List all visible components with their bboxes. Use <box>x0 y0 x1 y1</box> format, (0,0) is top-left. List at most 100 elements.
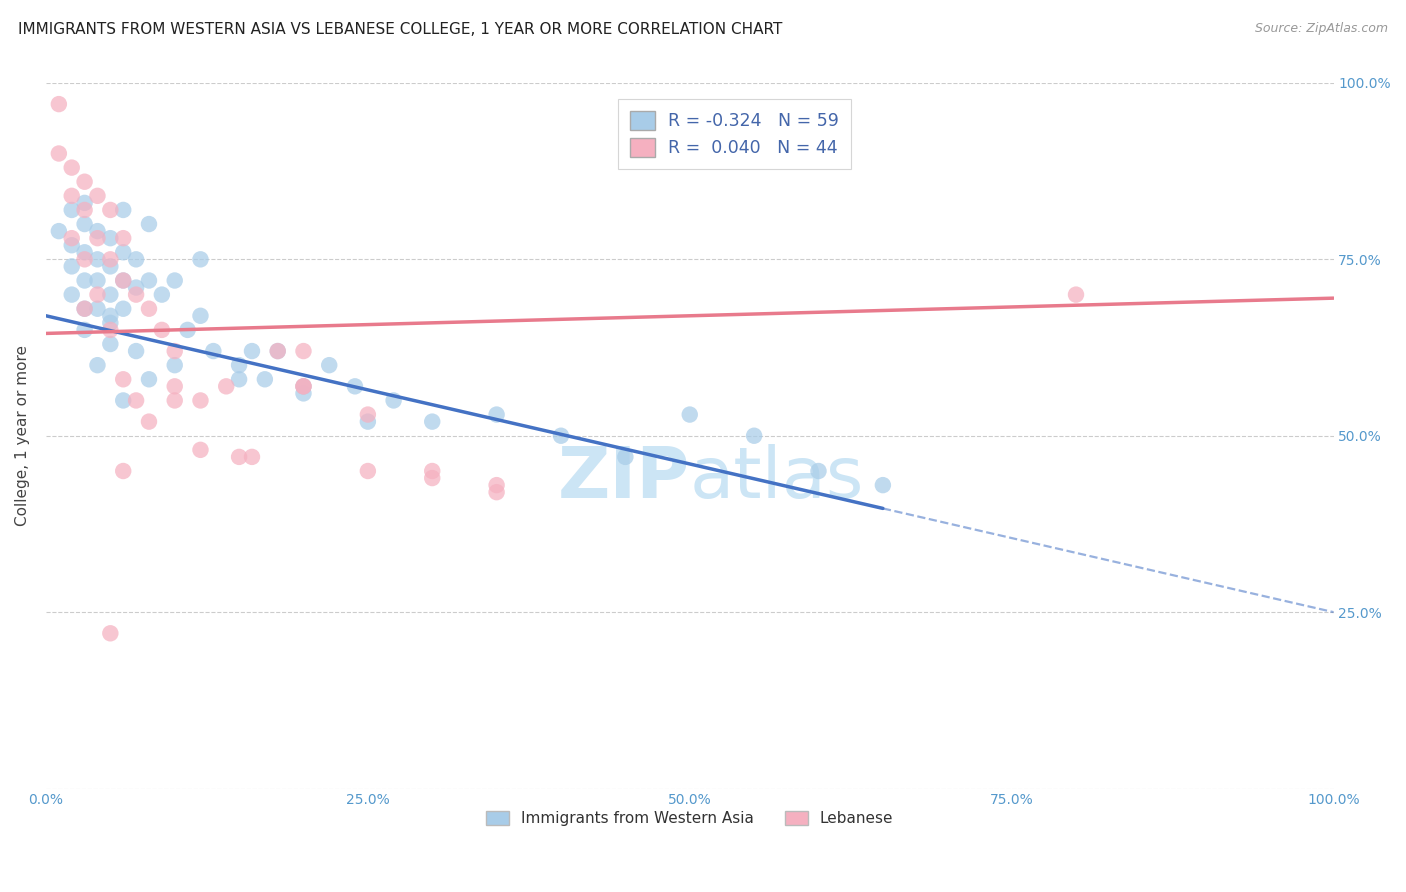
Point <box>98 626 121 640</box>
Point <box>343 379 366 393</box>
Point <box>382 393 405 408</box>
Point <box>150 287 173 301</box>
Point <box>112 464 135 478</box>
Point <box>163 358 186 372</box>
Point <box>420 464 443 478</box>
Point <box>228 372 250 386</box>
Point <box>872 478 894 492</box>
Point <box>86 231 108 245</box>
Point <box>73 217 96 231</box>
Legend: Immigrants from Western Asia, Lebanese: Immigrants from Western Asia, Lebanese <box>478 803 901 834</box>
Point <box>98 287 121 301</box>
Point <box>163 379 186 393</box>
Point <box>73 245 96 260</box>
Point <box>98 202 121 217</box>
Point <box>190 252 212 267</box>
Point <box>267 344 290 359</box>
Point <box>60 231 83 245</box>
Point <box>138 301 160 316</box>
Point <box>807 464 830 478</box>
Point <box>485 485 508 500</box>
Point <box>215 379 238 393</box>
Point <box>48 146 70 161</box>
Point <box>73 301 96 316</box>
Point <box>318 358 340 372</box>
Point <box>163 344 186 359</box>
Point <box>1064 287 1087 301</box>
Point <box>190 442 212 457</box>
Point <box>60 238 83 252</box>
Point <box>73 323 96 337</box>
Point <box>86 224 108 238</box>
Point <box>112 372 135 386</box>
Point <box>73 301 96 316</box>
Point <box>73 175 96 189</box>
Point <box>125 252 148 267</box>
Point <box>112 301 135 316</box>
Point <box>86 252 108 267</box>
Text: Source: ZipAtlas.com: Source: ZipAtlas.com <box>1254 22 1388 36</box>
Point <box>679 408 702 422</box>
Point <box>228 358 250 372</box>
Point <box>292 379 315 393</box>
Point <box>112 273 135 287</box>
Point <box>138 415 160 429</box>
Point <box>138 372 160 386</box>
Point <box>86 358 108 372</box>
Text: atlas: atlas <box>690 443 865 513</box>
Point <box>125 287 148 301</box>
Point <box>292 386 315 401</box>
Point <box>112 393 135 408</box>
Point <box>550 428 572 442</box>
Point <box>138 217 160 231</box>
Point <box>240 450 263 464</box>
Point <box>485 408 508 422</box>
Point <box>98 309 121 323</box>
Point <box>202 344 225 359</box>
Point <box>240 344 263 359</box>
Point <box>228 450 250 464</box>
Point <box>420 471 443 485</box>
Point <box>98 323 121 337</box>
Point <box>292 344 315 359</box>
Point <box>86 273 108 287</box>
Point <box>742 428 765 442</box>
Point <box>125 344 148 359</box>
Point <box>112 231 135 245</box>
Point <box>60 161 83 175</box>
Point <box>112 273 135 287</box>
Point <box>357 408 380 422</box>
Point <box>73 195 96 210</box>
Point <box>60 189 83 203</box>
Point <box>420 415 443 429</box>
Point <box>60 202 83 217</box>
Point <box>614 450 637 464</box>
Point <box>86 189 108 203</box>
Point <box>163 393 186 408</box>
Point <box>357 464 380 478</box>
Point <box>98 260 121 274</box>
Point <box>163 273 186 287</box>
Point <box>73 252 96 267</box>
Text: ZIP: ZIP <box>558 443 690 513</box>
Point <box>98 231 121 245</box>
Y-axis label: College, 1 year or more: College, 1 year or more <box>15 345 30 526</box>
Point <box>190 393 212 408</box>
Point <box>267 344 290 359</box>
Point <box>125 393 148 408</box>
Point <box>98 252 121 267</box>
Point <box>176 323 198 337</box>
Point <box>112 202 135 217</box>
Point <box>357 415 380 429</box>
Point <box>485 478 508 492</box>
Point <box>150 323 173 337</box>
Point <box>190 309 212 323</box>
Point <box>138 273 160 287</box>
Point <box>86 287 108 301</box>
Point <box>48 97 70 112</box>
Point <box>60 287 83 301</box>
Point <box>48 224 70 238</box>
Point <box>125 280 148 294</box>
Point <box>98 316 121 330</box>
Point <box>112 245 135 260</box>
